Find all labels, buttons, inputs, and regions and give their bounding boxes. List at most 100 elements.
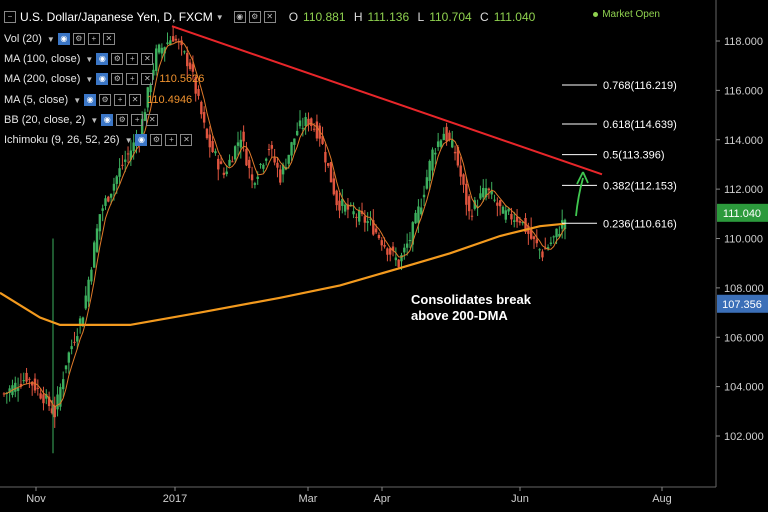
candle-body	[180, 40, 183, 46]
settings-icon[interactable]: ⚙	[150, 134, 163, 146]
candle-body	[267, 149, 271, 151]
candle-body	[363, 216, 367, 223]
add-icon[interactable]: +	[126, 73, 139, 85]
candle-body	[380, 240, 383, 246]
chevron-down-icon[interactable]: ▼	[124, 135, 133, 145]
price-tick-label: 116.000	[724, 85, 763, 97]
candle-body	[256, 176, 259, 179]
indicator-row[interactable]: BB (20, close, 2) ▼ ◉ ⚙ + ✕	[4, 112, 164, 128]
add-icon[interactable]: +	[165, 134, 178, 146]
chevron-down-icon[interactable]: ▼	[85, 74, 94, 84]
visibility-icon[interactable]: ◉	[135, 134, 148, 146]
indicator-label[interactable]: Vol (20)	[4, 33, 42, 45]
candle-body	[301, 127, 305, 129]
candle-body	[445, 126, 448, 142]
visibility-icon[interactable]: ◉	[96, 73, 109, 85]
visibility-icon[interactable]: ◉	[57, 33, 70, 45]
candle-body	[239, 139, 243, 148]
candle-body	[183, 51, 186, 53]
chevron-down-icon[interactable]: ▼	[46, 34, 55, 44]
chevron-down-icon[interactable]: ▼	[90, 115, 99, 125]
remove-icon[interactable]: ✕	[146, 114, 159, 126]
candle-body	[479, 193, 482, 199]
indicator-row[interactable]: MA (100, close) ▼ ◉ ⚙ + ✕	[4, 51, 159, 67]
remove-icon[interactable]: ✕	[180, 134, 193, 146]
price-tag	[717, 294, 768, 313]
breakout-arrow	[575, 171, 589, 217]
candle-body	[115, 176, 118, 184]
settings-icon[interactable]: ⚙	[248, 11, 261, 23]
indicator-row[interactable]: Ichimoku (9, 26, 52, 26) ▼ ◉ ⚙ + ✕	[4, 132, 198, 148]
add-icon[interactable]: +	[131, 114, 144, 126]
candle-body	[307, 118, 310, 125]
candle-body	[360, 211, 364, 214]
candle-body	[95, 228, 99, 252]
price-tick-label: 102.000	[724, 431, 764, 443]
candle-body	[484, 188, 488, 198]
remove-icon[interactable]: ✕	[102, 33, 115, 45]
price-tag-label: 107.356	[722, 299, 762, 311]
indicator-label[interactable]: MA (100, close)	[4, 53, 81, 65]
candle-body	[312, 128, 316, 130]
fib-level-label: 0.236(110.616)	[603, 218, 677, 230]
settings-icon[interactable]: ⚙	[116, 114, 129, 126]
candle-body	[541, 251, 544, 258]
indicator-row[interactable]: MA (200, close) ▼ ◉ ⚙ + ✕ 110.5626	[4, 71, 204, 87]
visibility-icon[interactable]: ◉	[96, 53, 109, 65]
price-tick-label: 112.000	[724, 184, 763, 196]
indicator-row[interactable]: MA (5, close) ▼ ◉ ⚙ + ✕ 110.4946	[4, 92, 192, 108]
candle-body	[22, 380, 25, 382]
add-icon[interactable]: +	[87, 33, 100, 45]
remove-icon[interactable]: ✕	[141, 73, 154, 85]
candle-body	[101, 208, 104, 211]
candle-body	[459, 165, 462, 177]
candle-body	[56, 394, 59, 410]
visibility-icon[interactable]: ◉	[101, 114, 114, 126]
collapse-icon[interactable]: −	[4, 11, 16, 23]
candle-body	[186, 53, 189, 67]
add-icon[interactable]: +	[126, 53, 139, 65]
candle-body	[112, 183, 116, 191]
chevron-down-icon[interactable]: ▼	[215, 12, 224, 22]
candle-body	[358, 210, 361, 222]
candle-body	[532, 236, 536, 240]
candle-body	[439, 140, 443, 147]
candle-body	[93, 242, 96, 268]
chevron-down-icon[interactable]: ▼	[85, 54, 94, 64]
candle-body	[504, 210, 507, 220]
candle-body	[59, 387, 62, 407]
chevron-down-icon[interactable]: ▼	[73, 95, 82, 105]
open-label: O	[288, 10, 299, 24]
candle-body	[374, 228, 378, 233]
settings-icon[interactable]: ⚙	[99, 94, 112, 106]
fib-level-label: 0.768(116.219)	[603, 80, 677, 92]
candle-body	[352, 211, 355, 215]
settings-icon[interactable]: ⚙	[111, 73, 124, 85]
settings-icon[interactable]: ⚙	[72, 33, 85, 45]
eye-icon[interactable]: ◉	[233, 11, 246, 23]
indicator-row[interactable]: Vol (20) ▼ ◉ ⚙ + ✕	[4, 31, 121, 47]
remove-icon[interactable]: ✕	[129, 94, 142, 106]
candle-body	[155, 48, 158, 71]
candle-body	[143, 112, 147, 121]
candle-body	[126, 153, 130, 155]
candle-body	[324, 151, 327, 163]
remove-icon[interactable]: ✕	[141, 53, 154, 65]
indicator-label[interactable]: MA (200, close)	[4, 73, 81, 85]
symbol-title[interactable]: U.S. Dollar/Japanese Yen, D, FXCM	[20, 10, 213, 24]
indicator-label[interactable]: MA (5, close)	[4, 94, 69, 106]
candle-body	[558, 233, 561, 237]
candle-body	[341, 198, 344, 206]
indicator-label[interactable]: Ichimoku (9, 26, 52, 26)	[4, 134, 120, 146]
candle-body	[538, 249, 541, 251]
remove-icon[interactable]: ✕	[263, 11, 276, 23]
candle-body	[233, 146, 237, 160]
ma-5-line	[3, 40, 566, 408]
visibility-icon[interactable]: ◉	[84, 94, 97, 106]
candle-body	[397, 259, 400, 267]
settings-icon[interactable]: ⚙	[111, 53, 124, 65]
candle-body	[518, 221, 522, 223]
indicator-label[interactable]: BB (20, close, 2)	[4, 114, 86, 126]
add-icon[interactable]: +	[114, 94, 127, 106]
